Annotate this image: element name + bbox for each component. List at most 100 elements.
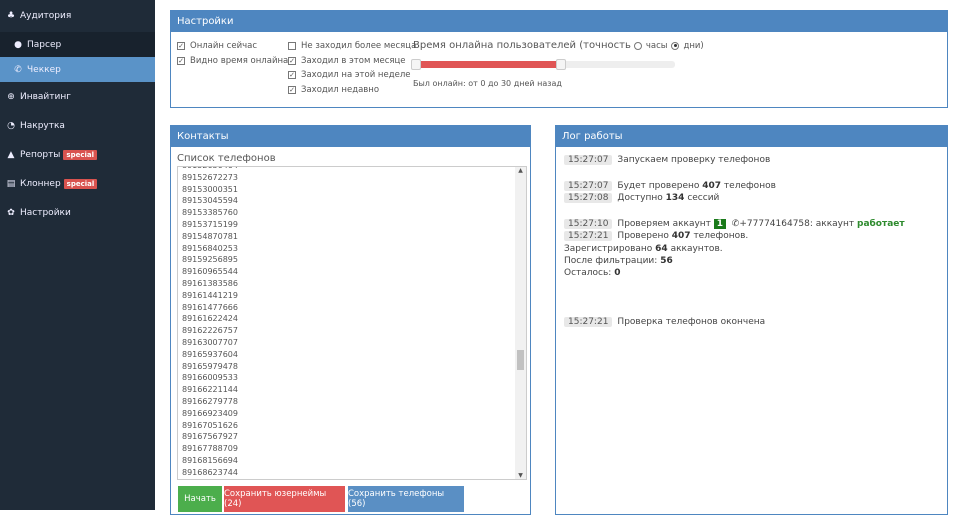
timestamp: 15:27:21	[564, 231, 613, 242]
clone-icon: ▤	[6, 178, 16, 189]
checkbox[interactable]	[288, 42, 296, 51]
phone-line: 89152636464	[178, 167, 526, 172]
sidebar: ♣ Аудитория ● Парсер ✆ Чеккер ⊕ Инвайтинг ◔ Накру…	[0, 0, 155, 510]
account-badge: 1	[713, 218, 727, 229]
plus-circle-icon: ⊕	[7, 91, 15, 102]
sidebar-item-label: Аудитория	[20, 11, 72, 21]
log-text: Проверка телефонов окончена	[617, 316, 766, 327]
filter-checkbox[interactable]: ✓ Заходил недавно	[288, 83, 416, 98]
save-phones-button[interactable]: Сохранить телефоны (56)	[348, 486, 464, 512]
radio-days-label: дни)	[683, 40, 704, 51]
filter-checkbox[interactable]: ✓ Онлайн сейчас	[177, 39, 288, 54]
phone-line: 89153715199	[182, 219, 238, 229]
range-handle-max[interactable]	[555, 59, 566, 70]
range-fill	[419, 61, 558, 68]
phone-line: 89170000000	[178, 479, 526, 480]
log-text: После фильтрации:	[564, 255, 658, 266]
online-range-slider[interactable]	[411, 59, 675, 70]
checkbox-label: Заходил недавно	[301, 84, 380, 95]
sidebar-item-3[interactable]: ⊕ Инвайтинг	[0, 82, 155, 111]
phone-icon: ✆	[14, 64, 22, 75]
timestamp: 15:27:07	[564, 155, 613, 166]
sidebar-item-label: Репорты	[20, 149, 61, 160]
phone-icon: ✆	[731, 218, 740, 229]
phone-line: 89161477666	[182, 302, 238, 312]
scrollbar-thumb[interactable]	[517, 350, 524, 370]
phone-line: 89167788709	[182, 444, 238, 454]
filter-checkbox[interactable]: Не заходил более месяца	[288, 39, 416, 54]
dashboard-icon: ◔	[7, 120, 15, 131]
gear-icon: ✿	[7, 207, 15, 218]
log-text: Осталось:	[564, 267, 612, 278]
phone-line: 89166221144	[182, 385, 238, 395]
sidebar-item-6[interactable]: ▤ Клоннер special	[0, 169, 155, 198]
phone-line: 89161441219	[182, 290, 238, 300]
save-usernames-button[interactable]: Сохранить юзернеймы (24)	[224, 486, 345, 512]
sidebar-item-7[interactable]: ✿ Настройки	[0, 198, 155, 227]
sidebar-item-1[interactable]: ● Парсер	[0, 32, 155, 57]
filter-checkbox[interactable]: ✓ Заходил в этом месяце	[288, 54, 416, 69]
phone-line: 89167051626	[182, 420, 238, 430]
checkbox[interactable]: ✓	[288, 85, 296, 94]
sidebar-item-label: Накрутка	[20, 120, 65, 131]
radio-hours[interactable]	[633, 41, 642, 50]
online-time-label: Время онлайна пользователей (точность	[413, 40, 631, 51]
checkbox-label: Онлайн сейчас	[190, 41, 258, 52]
checkbox-label: Видно время онлайна	[190, 55, 289, 66]
special-badge: special	[63, 149, 98, 160]
phone-line: 89165979478	[182, 361, 238, 371]
sidebar-item-label: Настройки	[20, 207, 71, 218]
checkbox[interactable]: ✓	[288, 56, 296, 65]
phone-line: 89166279778	[182, 396, 238, 406]
phone-line: 89153045594	[182, 196, 238, 206]
log-panel: Лог работы 15:27:07 Запускаем проверку те…	[555, 125, 948, 515]
timestamp: 15:27:08	[564, 193, 613, 204]
log-text: Зарегистрировано	[564, 243, 653, 254]
log-number: 407	[671, 231, 691, 242]
filter-checkbox[interactable]: ✓ Видно время онлайна	[177, 54, 288, 69]
log-text: телефонов	[723, 180, 776, 191]
log-entry: Зарегистрировано 64 аккаунтов.	[556, 243, 947, 255]
phone-line: 89156840253	[182, 243, 238, 253]
log-text: Доступно	[617, 193, 663, 204]
checkbox[interactable]: ✓	[177, 56, 185, 65]
start-button[interactable]: Начать	[178, 486, 222, 512]
phone-line: 89167567927	[182, 432, 238, 442]
phone-line: 89168623744	[182, 467, 238, 477]
log-number: 134	[665, 193, 685, 204]
timestamp: 15:27:21	[564, 316, 613, 327]
sidebar-item-4[interactable]: ◔ Накрутка	[0, 111, 155, 140]
log-entry: 15:27:07 Запускаем проверку телефонов	[556, 154, 947, 167]
sidebar-item-0[interactable]: ♣ Аудитория	[0, 0, 155, 32]
timestamp: 15:27:10	[564, 218, 613, 229]
log-number: 64	[655, 243, 668, 254]
warning-icon: ▲	[7, 149, 15, 160]
log-text: Проверено	[617, 231, 669, 242]
filter-checkbox[interactable]: ✓ Заходил на этой неделе	[288, 68, 416, 83]
phone-line: 89153000351	[182, 184, 238, 194]
radio-hours-label: часы	[645, 40, 668, 51]
checkbox[interactable]: ✓	[288, 71, 296, 80]
sidebar-item-2[interactable]: ✆ Чеккер	[0, 57, 155, 82]
phone-list-textarea[interactable]: 8915263646489152672273 89153000351 8915304…	[177, 166, 527, 480]
log-text: телефонов.	[693, 231, 749, 242]
sidebar-item-5[interactable]: ▲ Репорты special	[0, 140, 155, 169]
phone-line: 89159256895	[182, 255, 238, 265]
checkbox[interactable]: ✓	[177, 42, 185, 51]
phone-line: 89152672273	[182, 172, 238, 182]
log-number: 407	[702, 180, 722, 191]
sidebar-item-label: Чеккер	[27, 64, 61, 75]
scrollbar[interactable]: ▲ ▼	[515, 167, 526, 479]
log-text: Запускаем проверку телефонов	[617, 155, 771, 166]
checkbox-label: Заходил на этой неделе	[301, 70, 411, 81]
phone-line: 89168156694	[182, 455, 238, 465]
status-working: работает	[857, 218, 905, 229]
log-entry: 15:27:08 Доступно 134 сессий	[556, 192, 947, 205]
phone-line: 89153385760	[182, 208, 238, 218]
range-text: Был онлайн: от 0 до 30 дней назад	[413, 79, 562, 88]
radio-days[interactable]	[671, 41, 680, 50]
log-entry: Осталось: 0	[556, 267, 947, 279]
range-handle-min[interactable]	[411, 59, 421, 70]
log-entry: После фильтрации: 56	[556, 255, 947, 267]
phone-line: 89166009533	[182, 373, 238, 383]
